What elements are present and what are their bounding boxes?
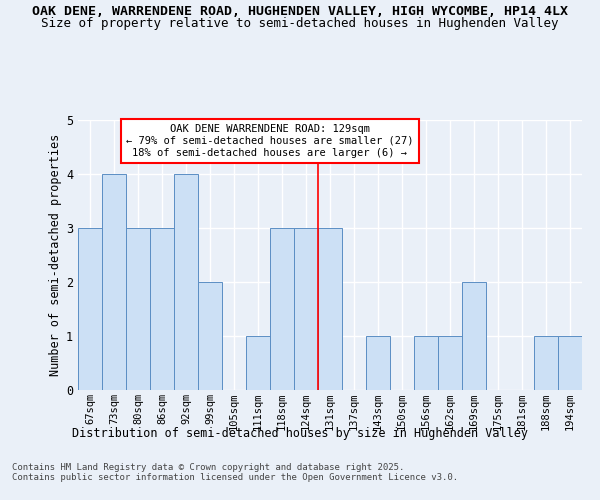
Bar	[270, 228, 294, 390]
Text: OAK DENE, WARRENDENE ROAD, HUGHENDEN VALLEY, HIGH WYCOMBE, HP14 4LX: OAK DENE, WARRENDENE ROAD, HUGHENDEN VAL…	[32, 5, 568, 18]
Bar	[366, 336, 390, 390]
Bar	[198, 282, 222, 390]
Bar	[78, 228, 102, 390]
Bar	[102, 174, 126, 390]
Bar	[534, 336, 558, 390]
Text: OAK DENE WARRENDENE ROAD: 129sqm
← 79% of semi-detached houses are smaller (27)
: OAK DENE WARRENDENE ROAD: 129sqm ← 79% o…	[126, 124, 414, 158]
Bar	[462, 282, 486, 390]
Bar	[438, 336, 462, 390]
Bar	[174, 174, 198, 390]
Bar	[294, 228, 318, 390]
Text: Contains HM Land Registry data © Crown copyright and database right 2025.
Contai: Contains HM Land Registry data © Crown c…	[12, 462, 458, 482]
Y-axis label: Number of semi-detached properties: Number of semi-detached properties	[49, 134, 62, 376]
Bar	[318, 228, 342, 390]
Text: Size of property relative to semi-detached houses in Hughenden Valley: Size of property relative to semi-detach…	[41, 18, 559, 30]
Bar	[246, 336, 270, 390]
Bar	[558, 336, 582, 390]
Bar	[150, 228, 174, 390]
Text: Distribution of semi-detached houses by size in Hughenden Valley: Distribution of semi-detached houses by …	[72, 428, 528, 440]
Bar	[126, 228, 150, 390]
Bar	[414, 336, 438, 390]
